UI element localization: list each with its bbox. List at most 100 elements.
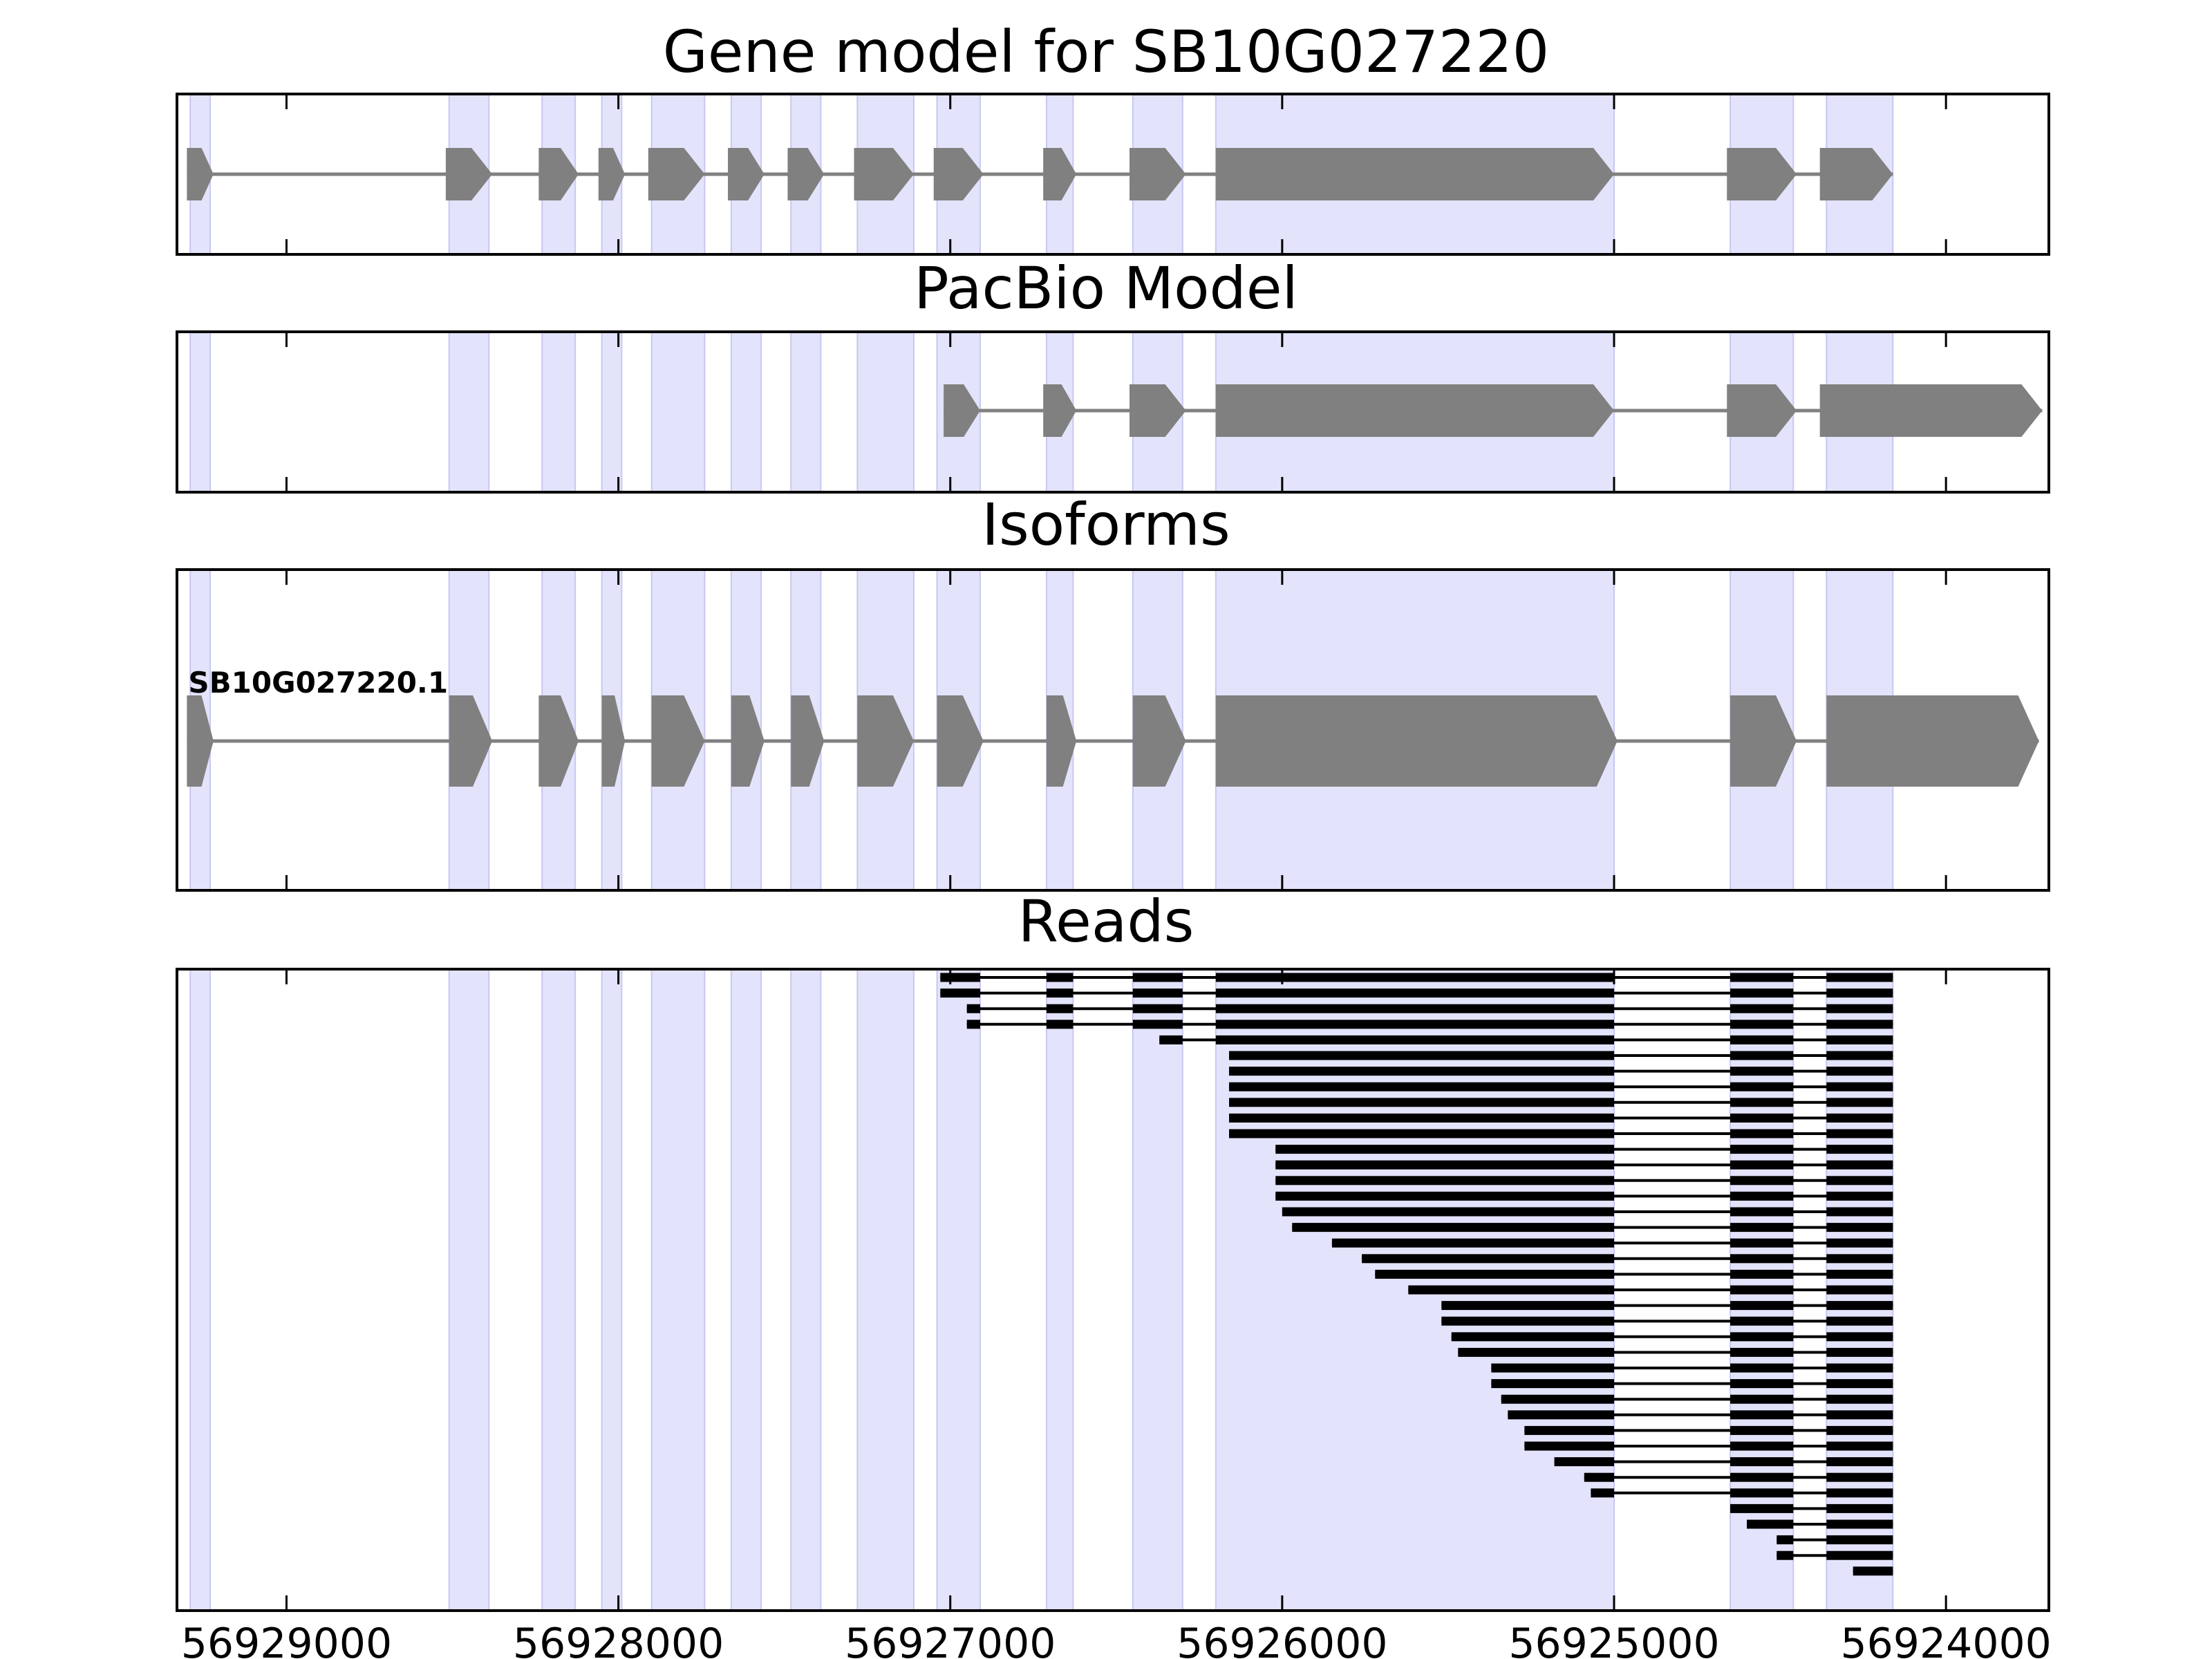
- read: [1730, 1503, 1893, 1513]
- read-exon-block: [1275, 1176, 1615, 1185]
- read-exon-block: [1730, 1238, 1794, 1248]
- read-exon-block: [1524, 1441, 1615, 1451]
- read: [1554, 1457, 1893, 1467]
- gene-model-panel: [176, 93, 2050, 256]
- read-exon-block: [1826, 1035, 1893, 1044]
- exon-arrow: [1132, 695, 1186, 787]
- read-exon-block: [1730, 973, 1794, 982]
- read-exon-block: [1853, 1566, 1893, 1576]
- exon-arrow: [728, 148, 765, 200]
- exon-region-shade: [936, 968, 981, 1611]
- exon-region-shade: [541, 331, 577, 493]
- axes-frame: [176, 93, 2050, 256]
- read: [1508, 1410, 1893, 1420]
- read: [1777, 1535, 1893, 1545]
- read-exon-block: [1730, 1332, 1794, 1342]
- read-exon-block: [1730, 1145, 1794, 1154]
- read-exon-block: [1826, 1098, 1893, 1107]
- exon-arrow: [854, 148, 914, 200]
- read: [940, 973, 1893, 982]
- read: [1229, 1082, 1893, 1091]
- read: [1451, 1332, 1893, 1342]
- read-exon-block: [1730, 1347, 1794, 1357]
- read-exon-block: [1591, 1488, 1615, 1498]
- read-exon-block: [1508, 1410, 1615, 1420]
- read: [1331, 1238, 1893, 1248]
- read-exon-block: [1826, 1503, 1893, 1513]
- read-exon-block: [1730, 1363, 1794, 1373]
- exon-arrow: [538, 148, 579, 200]
- read-exon-block: [1215, 988, 1615, 998]
- read: [1275, 1145, 1893, 1154]
- read-exon-block: [1730, 1503, 1794, 1513]
- read-exon-block: [1730, 1160, 1794, 1170]
- read-exon-block: [1132, 1020, 1183, 1029]
- exon-arrow: [187, 695, 214, 787]
- isoforms-panel: SB10G027220.1: [176, 568, 2050, 892]
- exon-arrow: [933, 148, 984, 200]
- read-exon-block: [1826, 988, 1893, 998]
- read: [1524, 1425, 1893, 1435]
- read: [1591, 1488, 1893, 1498]
- read-exon-block: [1826, 1020, 1893, 1029]
- exon-region-shade: [650, 968, 706, 1611]
- read-exon-block: [1275, 1191, 1615, 1201]
- reads-panel: [176, 968, 2050, 1612]
- exon-region-shade: [189, 968, 212, 1611]
- read-exon-block: [1730, 1051, 1794, 1060]
- read-exon-block: [1441, 1301, 1615, 1311]
- exon-arrow: [449, 695, 493, 787]
- exon-arrow: [1819, 384, 2043, 437]
- panel-title-gene-model: Gene model for SB10G027220: [663, 18, 1549, 86]
- read-exon-block: [1451, 1332, 1615, 1342]
- read-exon-block: [1215, 973, 1615, 982]
- read-exon-block: [1826, 1363, 1893, 1373]
- read-exon-block: [1730, 1098, 1794, 1107]
- exon-arrow: [1043, 384, 1077, 437]
- read-exon-block: [1826, 1488, 1893, 1498]
- read-exon-block: [1229, 1082, 1615, 1091]
- read: [1275, 1191, 1893, 1201]
- read-exon-block: [1826, 1207, 1893, 1217]
- read-exon-block: [940, 973, 980, 982]
- read-exon-block: [1229, 1067, 1615, 1076]
- exon-arrow: [651, 695, 705, 787]
- read-exon-block: [1046, 973, 1074, 982]
- exon-region-shade: [790, 968, 822, 1611]
- exon-arrow: [598, 148, 626, 200]
- read-exon-block: [1730, 1191, 1794, 1201]
- exon-arrow: [731, 695, 765, 787]
- read-exon-block: [1441, 1316, 1615, 1326]
- exon-arrow: [787, 148, 825, 200]
- read: [1747, 1519, 1893, 1529]
- exon-region-shade: [650, 331, 706, 493]
- read: [1275, 1160, 1893, 1170]
- read-exon-block: [1826, 1051, 1893, 1060]
- read-exon-block: [1826, 1113, 1893, 1123]
- read: [1375, 1269, 1893, 1279]
- read-exon-block: [1730, 1129, 1794, 1138]
- exon-region-shade: [1132, 968, 1183, 1611]
- read-exon-block: [1747, 1519, 1794, 1529]
- exon-arrow: [538, 695, 579, 787]
- exon-region-shade: [601, 968, 623, 1611]
- read-exon-block: [1275, 1145, 1615, 1154]
- read-exon-block: [1826, 1394, 1893, 1404]
- read-exon-block: [1777, 1550, 1794, 1560]
- read-exon-block: [1730, 1113, 1794, 1123]
- read: [1491, 1379, 1893, 1389]
- read-exon-block: [1730, 1176, 1794, 1185]
- read-exon-block: [1292, 1223, 1615, 1232]
- exon-arrow: [937, 695, 984, 787]
- x-tick-label: 56926000: [1177, 1620, 1387, 1659]
- read-exon-block: [1331, 1238, 1615, 1248]
- read-exon-block: [1491, 1379, 1615, 1389]
- exon-arrow: [187, 148, 214, 200]
- read-exon-block: [1730, 1316, 1794, 1326]
- read-exon-block: [1491, 1363, 1615, 1373]
- read-exon-block: [1730, 1425, 1794, 1435]
- x-tick-label: 56929000: [181, 1620, 392, 1659]
- read: [1159, 1035, 1893, 1044]
- read-exon-block: [1730, 1285, 1794, 1295]
